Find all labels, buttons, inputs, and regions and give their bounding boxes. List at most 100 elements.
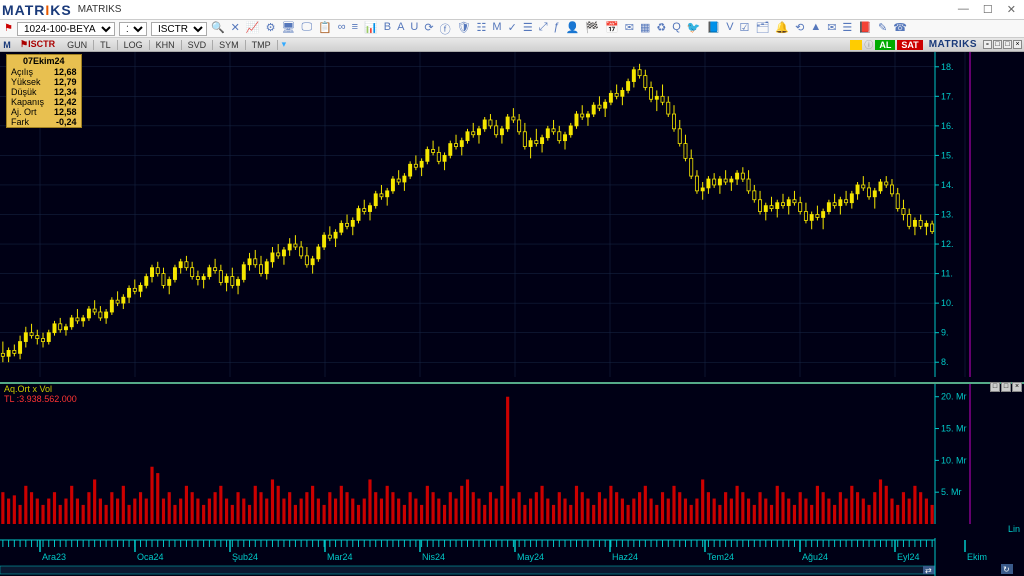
toolbar-icons: 🔍 ✕ 📈 ⚙ 🖥 🖵 📋 ∞ ≡ 📊 BAU ⟳ ⓕ 🛡 ☷ M ✓ ☰ ⤢ ƒ 👤 🏁 📅 ✉ ▦ ♻ Q 🐦 📘 V ☑ 🗂 🔔 ⟲ ▲ ✉ ☰ 📕…	[211, 21, 907, 37]
toolbar-icon[interactable]: ⟳	[424, 21, 433, 37]
alert-icon[interactable]	[850, 40, 862, 50]
toolbar-icon[interactable]: Q	[672, 21, 681, 37]
preset-select[interactable]: 1024-100-BEYA	[17, 22, 115, 36]
sell-button[interactable]: SAT	[897, 40, 922, 50]
toolbar-icon[interactable]: ✎	[878, 21, 887, 37]
toolbar-icon[interactable]: ♻	[656, 21, 666, 37]
vol-controls: □□×	[990, 382, 1022, 392]
toolbar-icon[interactable]: ⓕ	[440, 21, 451, 37]
dropdown-icon[interactable]: ▾	[278, 39, 291, 50]
svg-text:Nis24: Nis24	[422, 552, 445, 562]
sub-tab[interactable]: TMP	[246, 40, 278, 50]
maximize-icon[interactable]: ☐	[983, 3, 993, 16]
buy-button[interactable]: AL	[875, 40, 895, 50]
ohlc-date: 07Ekim24	[7, 55, 81, 67]
mini-icon[interactable]: ∘	[983, 40, 992, 49]
time-axis[interactable]: Ara23Oca24Şub24Mar24Nis24May24Haz24Tem24…	[0, 538, 1024, 576]
svg-text:5. Mr: 5. Mr	[941, 487, 962, 497]
toolbar-icon[interactable]: 🐦	[687, 21, 701, 37]
svg-text:⇄: ⇄	[925, 566, 932, 575]
toolbar-icon[interactable]: ✓	[508, 21, 517, 37]
window-title: MATRIKS	[78, 4, 122, 15]
flag-icon[interactable]: ⚑	[4, 23, 13, 34]
sub-tab[interactable]: SYM	[213, 40, 246, 50]
toolbar-icon[interactable]: M	[492, 21, 501, 37]
interval-select[interactable]: 1	[119, 22, 147, 36]
toolbar-icon[interactable]: ☰	[523, 21, 533, 37]
toolbar-icon[interactable]: ☎	[893, 21, 907, 37]
toolbar-icon[interactable]: 📋	[318, 21, 332, 37]
svg-text:9.: 9.	[941, 328, 949, 338]
sub-tab[interactable]: TL	[94, 40, 118, 50]
mini-icon[interactable]: □	[1001, 382, 1011, 392]
sub-tab[interactable]: KHN	[150, 40, 182, 50]
toolbar-icon[interactable]: ▲	[810, 21, 821, 37]
toolbar-icon[interactable]: 🛡	[457, 21, 471, 37]
toolbar-icon[interactable]: A	[397, 21, 404, 37]
svg-text:Haz24: Haz24	[612, 552, 638, 562]
toolbar-icon[interactable]: ▦	[640, 21, 650, 37]
brand-label: MATRIKS	[925, 39, 981, 50]
svg-text:Ara23: Ara23	[42, 552, 66, 562]
toolbar-icon[interactable]: ☰	[842, 21, 852, 37]
price-pane[interactable]: 8.9.10.11.12.13.14.15.16.17.18.	[0, 52, 1024, 377]
toolbar-icon[interactable]: ≡	[352, 21, 358, 37]
svg-text:10. Mr: 10. Mr	[941, 455, 967, 465]
sub-tab[interactable]: GUN	[61, 40, 94, 50]
symbol-select[interactable]: ISCTR	[151, 22, 207, 36]
toolbar-icon[interactable]: B	[384, 21, 391, 37]
toolbar-icon[interactable]: 🔔	[775, 21, 789, 37]
svg-text:12.: 12.	[941, 239, 954, 249]
sub-tab[interactable]: LOG	[118, 40, 150, 50]
toolbar-icon[interactable]: ☑	[740, 21, 750, 37]
mini-icon[interactable]: □	[993, 40, 1002, 49]
svg-text:14.: 14.	[941, 180, 954, 190]
mini-icon[interactable]: ×	[1013, 40, 1022, 49]
toolbar-icon[interactable]: ☷	[477, 21, 487, 37]
toolbar-icon[interactable]: ✉	[827, 21, 836, 37]
close-icon[interactable]: ✕	[1007, 3, 1016, 16]
main-toolbar: ⚑ 1024-100-BEYA 1 ISCTR 🔍 ✕ 📈 ⚙ 🖥 🖵 📋 ∞ ≡ 📊 BAU ⟳ ⓕ 🛡…	[0, 20, 1024, 38]
toolbar-icon[interactable]: ∞	[338, 21, 346, 37]
toolbar-icon[interactable]: ✉	[625, 21, 634, 37]
toolbar-icon[interactable]: 📕	[858, 21, 872, 37]
toolbar-icon[interactable]: V	[726, 21, 733, 37]
toolbar-icon[interactable]: 📘	[707, 21, 721, 37]
toolbar-icon[interactable]: ƒ	[554, 21, 560, 37]
toolbar-icon[interactable]: 🔍	[211, 21, 225, 37]
titlebar: MATRIKS MATRIKS — ☐ ✕	[0, 0, 1024, 20]
toolbar-icon[interactable]: 🖵	[301, 21, 312, 37]
toolbar-icon[interactable]: U	[410, 21, 418, 37]
scale-label[interactable]: Lin	[1008, 524, 1020, 534]
volume-pane[interactable]: Aq.Ort x Vol TL :3.938.562.000 □□× Lin 5…	[0, 382, 1024, 537]
svg-text:11.: 11.	[941, 269, 953, 279]
toolbar-icon[interactable]: ✕	[231, 21, 240, 37]
svg-text:Ağu24: Ağu24	[802, 552, 828, 562]
ohlc-box: 07Ekim24 Açılış12,68Yüksek12,79Düşük12,3…	[6, 54, 82, 128]
svg-text:Ekim: Ekim	[967, 552, 987, 562]
svg-text:May24: May24	[517, 552, 544, 562]
mini-icon[interactable]: ×	[1012, 382, 1022, 392]
mini-icon[interactable]: □	[1003, 40, 1012, 49]
m-icon: M	[0, 40, 14, 50]
minimize-icon[interactable]: —	[958, 3, 969, 16]
toolbar-icon[interactable]: 📈	[246, 21, 260, 37]
toolbar-icon[interactable]: 👤	[566, 21, 580, 37]
svg-text:17.: 17.	[941, 91, 954, 101]
toolbar-icon[interactable]: 🖥	[281, 21, 295, 37]
toolbar-icon[interactable]: ⟲	[795, 21, 804, 37]
svg-text:Şub24: Şub24	[232, 552, 258, 562]
svg-text:Tem24: Tem24	[707, 552, 734, 562]
mini-icon[interactable]: □	[990, 382, 1000, 392]
sub-tab[interactable]: SVD	[182, 40, 214, 50]
toolbar-icon[interactable]: 🗂	[755, 21, 769, 37]
info-icon[interactable]: ⓘ	[864, 38, 873, 51]
symbol-label: ⚑ISCTR	[14, 39, 61, 50]
svg-text:15. Mr: 15. Mr	[941, 424, 967, 434]
toolbar-icon[interactable]: 🏁	[585, 21, 599, 37]
toolbar-icon[interactable]: 📅	[605, 21, 619, 37]
svg-text:Mar24: Mar24	[327, 552, 353, 562]
toolbar-icon[interactable]: ⤢	[539, 21, 548, 37]
toolbar-icon[interactable]: 📊	[364, 21, 378, 37]
toolbar-icon[interactable]: ⚙	[266, 21, 276, 37]
